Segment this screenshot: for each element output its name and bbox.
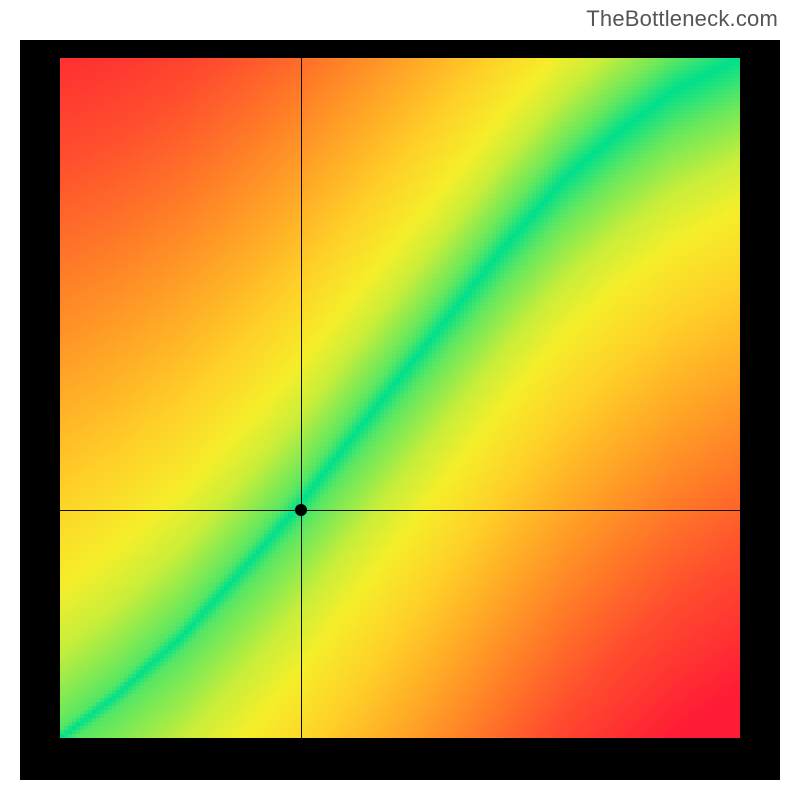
page-root: TheBottleneck.com	[0, 0, 800, 800]
watermark-text: TheBottleneck.com	[586, 6, 778, 32]
plot-area	[60, 58, 740, 738]
heatmap-canvas	[60, 58, 740, 738]
crosshair-horizontal	[60, 510, 740, 511]
data-point-marker	[295, 504, 307, 516]
chart-frame	[20, 40, 780, 780]
crosshair-vertical	[301, 58, 302, 738]
